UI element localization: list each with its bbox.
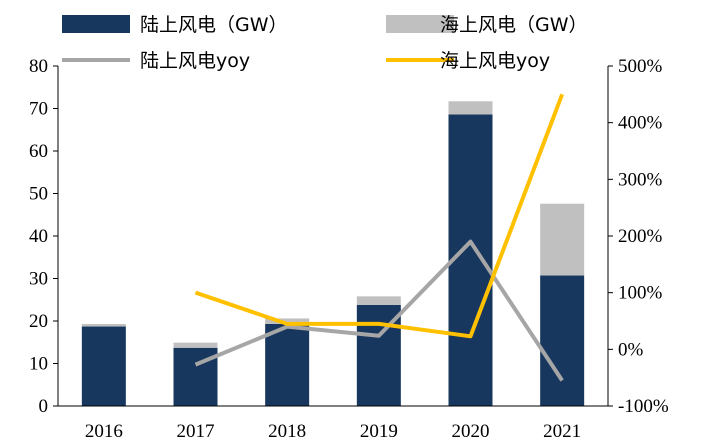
bar-series: [81, 101, 585, 406]
legend: 陆上风电（GW） 海上风电（GW） 陆上风电yoy 海上风电yoy: [62, 14, 588, 72]
axes: 0 10 20 30 40 50 60 70 80 -100% 0% 100% 200% 300% 400%…: [29, 56, 669, 442]
x-tick-label: 2020: [452, 421, 490, 442]
bar-onshore-2016: [81, 326, 126, 406]
bar-offshore-2018: [265, 318, 310, 324]
offshore-yoy-line: [194, 93, 565, 339]
left-tick-label: 40: [29, 226, 48, 247]
x-tick-label: 2021: [543, 421, 581, 442]
left-tick-label: 20: [29, 311, 48, 332]
right-tick-label: -100%: [618, 396, 669, 417]
right-tick-label: 500%: [618, 56, 663, 77]
right-tick-label: 400%: [618, 113, 663, 134]
legend-offshore-label: 海上风电（GW）: [440, 14, 588, 36]
right-tick-label: 100%: [618, 283, 663, 304]
x-tick-label: 2018: [268, 421, 306, 442]
bar-offshore-2021: [540, 203, 585, 276]
left-tick-label: 50: [29, 184, 48, 205]
legend-offshore-swatch: [386, 15, 454, 33]
x-tick-label: 2017: [177, 421, 215, 442]
legend-onshore-yoy-label: 陆上风电yoy: [140, 50, 250, 72]
legend-offshore-yoy-label: 海上风电yoy: [440, 50, 550, 72]
left-tick-label: 70: [29, 99, 48, 120]
bar-onshore-2018: [265, 323, 310, 406]
legend-onshore-label: 陆上风电（GW）: [140, 14, 288, 36]
bar-offshore-2017: [173, 342, 218, 348]
onshore-yoy-line: [194, 239, 564, 382]
bar-onshore-2020: [448, 114, 493, 406]
right-tick-label: 300%: [618, 169, 663, 190]
right-tick-label: 200%: [618, 226, 663, 247]
bar-offshore-2016: [81, 323, 126, 327]
left-tick-label: 0: [39, 396, 49, 417]
bar-onshore-2021: [540, 275, 585, 406]
bar-offshore-2020: [448, 101, 493, 115]
left-tick-label: 60: [29, 141, 48, 162]
left-tick-label: 10: [29, 354, 48, 375]
line-series: [194, 93, 565, 382]
left-tick-label: 80: [29, 56, 48, 77]
bar-offshore-2019: [356, 296, 401, 305]
x-tick-label: 2016: [85, 421, 123, 442]
right-tick-label: 0%: [618, 339, 644, 360]
x-tick-label: 2019: [360, 421, 398, 442]
legend-onshore-swatch: [62, 15, 130, 33]
left-tick-label: 30: [29, 269, 48, 290]
